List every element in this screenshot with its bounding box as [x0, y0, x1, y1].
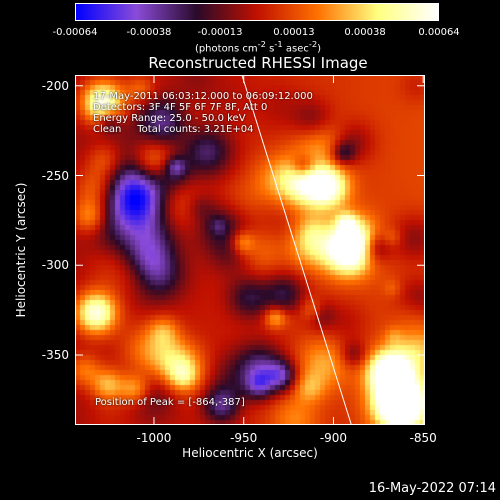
energy-range-info: Energy Range: 25.0 - 50.0 keV [93, 113, 246, 124]
solar-limb-line [241, 75, 352, 425]
axes-frame [75, 75, 425, 425]
colorbar-tick-label: 0.00038 [344, 27, 386, 38]
colorbar-tick-label: -0.00013 [197, 27, 243, 38]
y-axis-label: Heliocentric Y (arcsec) [14, 182, 28, 318]
plot-border [75, 75, 425, 425]
x-axis-ticks [153, 75, 424, 425]
colorbar-tick-label: -0.00064 [52, 27, 98, 38]
y-tick-label: -250 [41, 168, 69, 183]
colorbar-units: (photons cm-2 s-1 asec-2) [194, 39, 322, 55]
plot-timestamp: 16-May-2022 07:14 [368, 481, 496, 496]
x-axis-label: Heliocentric X (arcsec) [182, 446, 318, 460]
colorbar-tick-label: 0.00013 [273, 27, 315, 38]
detectors-info: Detectors: 3F 4F 5F 6F 7F 8F, Att 0 [93, 102, 268, 113]
y-tick-label: -350 [41, 348, 69, 362]
y-tick-label: -200 [41, 78, 69, 93]
x-tick-label: -1000 [136, 431, 172, 445]
observation-time: 17-May-2011 06:03:12.000 to 06:09:12.000 [93, 91, 313, 102]
plot-area [75, 75, 425, 425]
peak-position-label: Position of Peak = [-864,-387] [95, 397, 245, 408]
algorithm-counts-info: Clean Total counts: 3.21E+04 [93, 124, 254, 135]
x-tick-label: -850 [409, 431, 437, 445]
colorbar [75, 3, 439, 21]
colorbar-tick-label: 0.00064 [418, 27, 460, 38]
colorbar-tick-label: -0.00038 [126, 27, 172, 38]
y-axis-ticks [75, 85, 425, 356]
chart-title: Reconstructed RHESSI Image [148, 54, 368, 72]
x-tick-label: -900 [319, 431, 348, 445]
y-tick-label: -300 [41, 258, 69, 273]
x-tick-label: -950 [230, 431, 258, 445]
heatmap-image [75, 75, 425, 425]
